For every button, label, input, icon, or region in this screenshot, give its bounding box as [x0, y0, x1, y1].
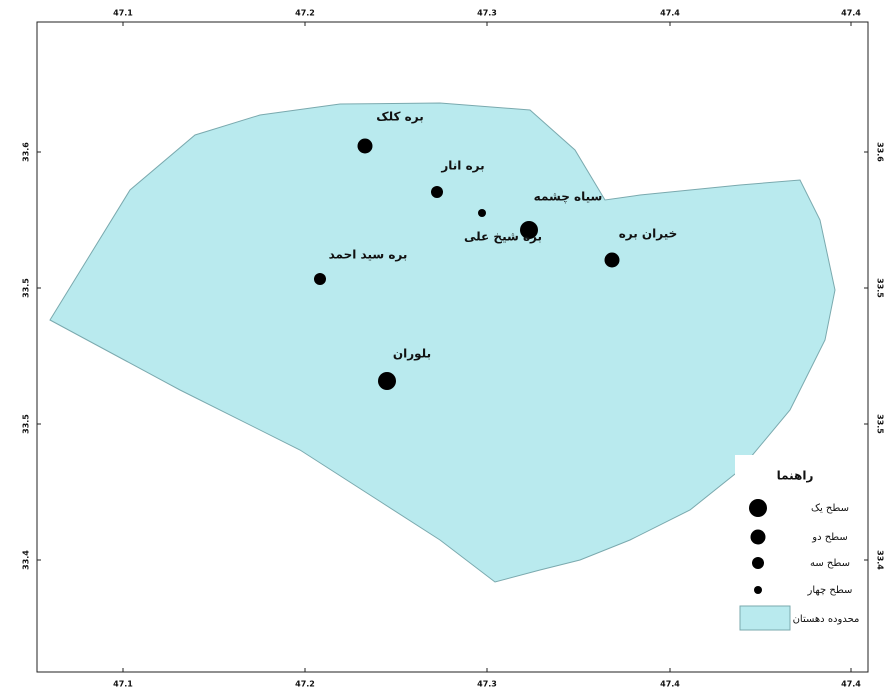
x-tick-label: 47.4 [660, 680, 680, 689]
x-tick-label: 47.4 [660, 9, 680, 18]
y-tick-label: 33.5 [22, 414, 31, 434]
settlement-dot [604, 252, 620, 268]
x-tick-label: 47.1 [113, 9, 133, 18]
settlement-dot [378, 372, 396, 390]
y-tick-label: 33.5 [22, 278, 31, 298]
y-tick-label: 33.5 [876, 414, 885, 434]
legend-dot [752, 557, 764, 569]
legend-label: محدوده دهستان [793, 614, 860, 625]
x-tick-label: 47.3 [477, 9, 497, 18]
legend-label: سطح سه [810, 558, 850, 569]
settlement-dot [478, 209, 486, 217]
settlement-dot [314, 273, 326, 285]
y-tick-label: 33.6 [22, 142, 31, 162]
y-tick-label: 33.5 [876, 278, 885, 298]
settlement-label: بره انار [440, 159, 484, 173]
legend-dot [749, 499, 767, 517]
legend: راهنما [735, 455, 865, 635]
settlement-label: بره سید احمد [329, 248, 408, 262]
legend-dot [750, 529, 766, 545]
legend-title: راهنما [777, 469, 814, 483]
legend-background [735, 455, 865, 635]
legend-swatch [739, 605, 791, 631]
settlement-dot [431, 186, 443, 198]
settlement-label: خیران بره [619, 227, 678, 241]
legend-label: سطح یک [811, 503, 849, 514]
x-tick-label: 47.4 [841, 9, 861, 18]
legend-label: سطح چهار [807, 585, 853, 596]
legend-label: سطح دو [811, 532, 848, 543]
x-tick-label: 47.2 [295, 680, 315, 689]
settlement-label: سیاه چشمه [534, 190, 603, 204]
legend-dot [754, 586, 762, 594]
y-tick-label: 33.6 [876, 142, 885, 162]
x-tick-label: 47.3 [477, 680, 497, 689]
district-boundary [49, 102, 836, 583]
settlement-dot [357, 138, 373, 154]
y-tick-label: 33.4 [22, 550, 31, 570]
y-tick-label: 33.4 [876, 550, 885, 570]
settlement-label: بلوران [393, 347, 431, 362]
x-tick-label: 47.1 [113, 680, 133, 689]
x-tick-label: 47.2 [295, 9, 315, 18]
settlement-label: بره شیخ علی [464, 230, 542, 244]
settlement-label: بره کلک [376, 110, 423, 124]
x-tick-label: 47.4 [841, 680, 861, 689]
settlement-dot [520, 221, 538, 239]
